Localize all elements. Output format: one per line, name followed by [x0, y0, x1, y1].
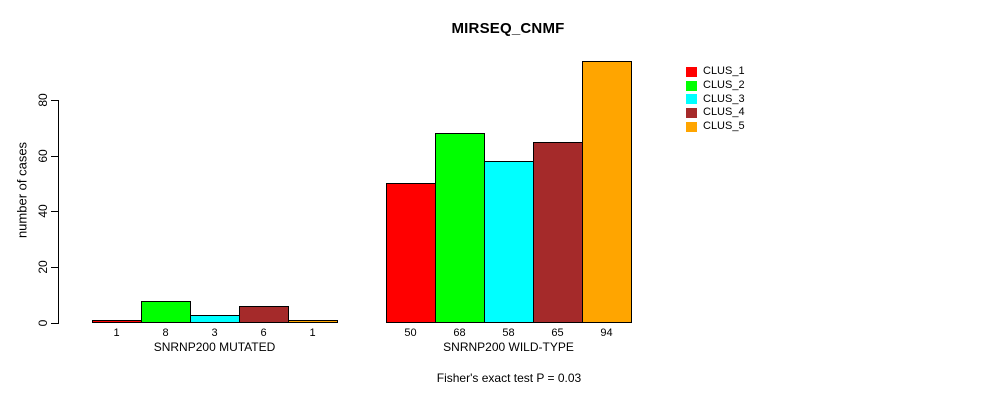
- y-tick-label: 80: [36, 93, 50, 107]
- fisher-test-caption: Fisher's exact test P = 0.03: [436, 371, 582, 385]
- bar: [533, 142, 583, 323]
- bar: [92, 320, 142, 323]
- bar-value-label: 68: [453, 327, 466, 339]
- legend-item: CLUS_4: [686, 106, 745, 120]
- bar-value-label: 58: [502, 327, 515, 339]
- legend-item: CLUS_5: [686, 120, 745, 134]
- bar: [386, 183, 436, 323]
- bar-value-label: 1: [113, 327, 120, 339]
- legend-swatch: [686, 66, 697, 77]
- legend-swatch: [686, 80, 697, 91]
- bar-value-label: 6: [260, 327, 267, 339]
- legend-swatch: [686, 94, 697, 105]
- x-group-label: SNRNP200 MUTATED: [153, 340, 276, 354]
- bar: [190, 315, 240, 323]
- legend-label: CLUS_2: [703, 79, 745, 92]
- legend-item: CLUS_3: [686, 92, 745, 106]
- y-tick-label: 60: [36, 149, 50, 163]
- legend-swatch: [686, 121, 697, 132]
- bar-value-label: 8: [162, 327, 169, 339]
- y-axis-tick: [51, 156, 58, 157]
- bar: [141, 301, 191, 323]
- legend-item: CLUS_2: [686, 79, 745, 93]
- legend-label: CLUS_5: [703, 120, 745, 133]
- y-axis-tick: [51, 267, 58, 268]
- legend-swatch: [686, 107, 697, 118]
- bar-value-label: 94: [600, 327, 613, 339]
- bar-value-label: 3: [211, 327, 218, 339]
- chart-title: MIRSEQ_CNMF: [451, 20, 565, 37]
- legend: CLUS_1 CLUS_2 CLUS_3 CLUS_4 CLUS_5: [686, 65, 745, 133]
- legend-label: CLUS_3: [703, 92, 745, 105]
- y-axis-line: [58, 100, 59, 324]
- bar: [484, 161, 534, 323]
- bar: [288, 320, 338, 323]
- y-axis-tick: [51, 100, 58, 101]
- y-axis-tick: [51, 323, 58, 324]
- bar: [582, 61, 632, 323]
- x-group-label: SNRNP200 WILD-TYPE: [443, 340, 574, 354]
- bar: [239, 306, 289, 323]
- bar: [435, 133, 485, 323]
- legend-label: CLUS_1: [703, 65, 745, 78]
- y-tick-label: 20: [36, 260, 50, 274]
- y-axis-tick: [51, 211, 58, 212]
- legend-label: CLUS_4: [703, 106, 745, 119]
- y-tick-label: 0: [36, 319, 50, 327]
- bar-value-label: 65: [551, 327, 564, 339]
- bar-value-label: 50: [404, 327, 417, 339]
- bar-value-label: 1: [309, 327, 316, 339]
- legend-item: CLUS_1: [686, 65, 745, 79]
- y-tick-label: 40: [36, 204, 50, 218]
